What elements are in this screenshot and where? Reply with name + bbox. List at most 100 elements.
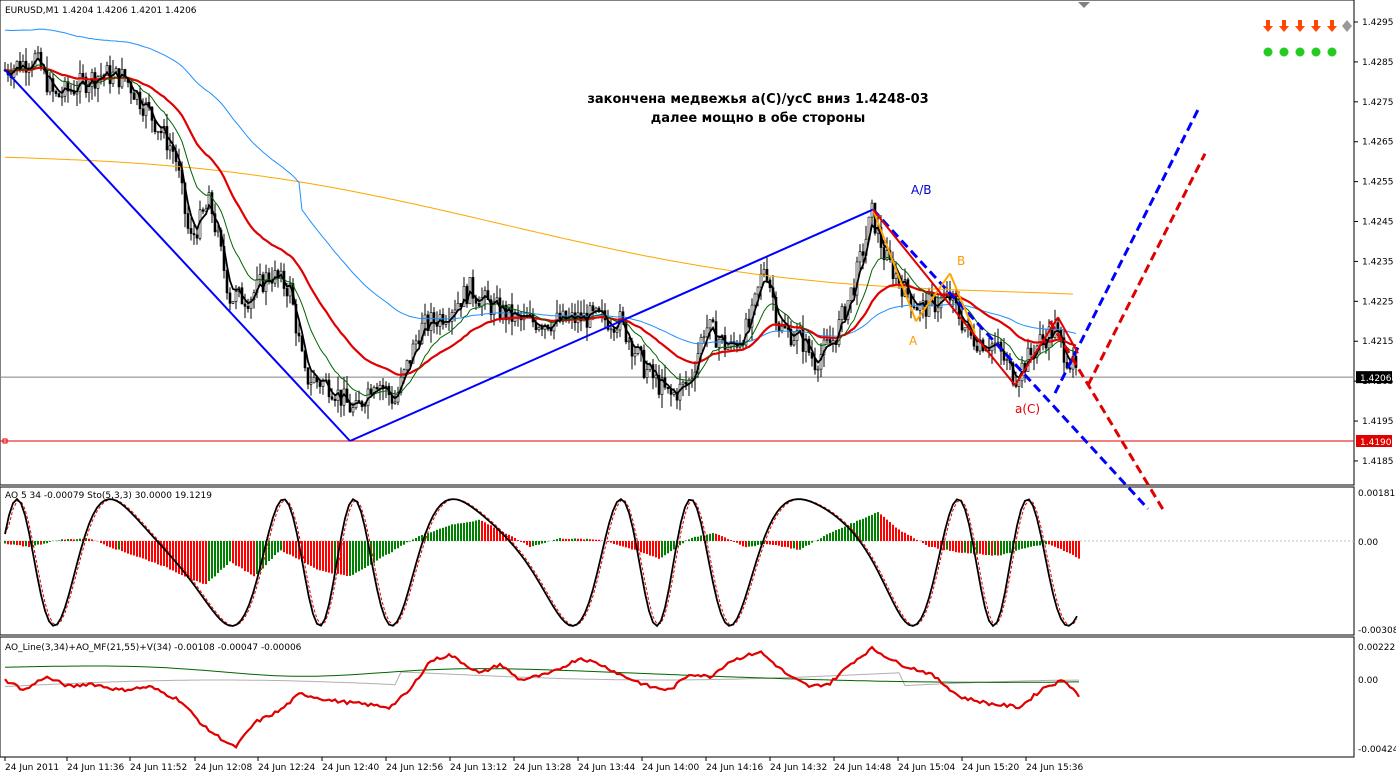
- candle-body: [285, 288, 289, 297]
- candle-body: [1029, 347, 1033, 355]
- candle-body: [192, 233, 196, 236]
- green-dot: [1327, 47, 1337, 57]
- candle-body: [306, 367, 310, 385]
- candle-body: [882, 247, 886, 261]
- candle-body: [540, 327, 544, 330]
- candle-body: [57, 93, 61, 98]
- time-tick-label: 24 Jun 2011: [5, 763, 59, 773]
- down-arrow-icon: [1263, 20, 1273, 32]
- candle-body: [414, 340, 418, 345]
- projection-blue-dashed: [1053, 105, 1202, 394]
- candle-body: [912, 306, 916, 309]
- down-arrow-icon: [1279, 20, 1289, 32]
- candle-body: [537, 327, 541, 330]
- time-tick-label: 24 Jun 14:16: [706, 763, 763, 773]
- candle-body: [462, 285, 466, 308]
- candle-body: [267, 272, 271, 281]
- candle-body: [195, 234, 199, 239]
- shift-marker-icon[interactable]: [1078, 2, 1090, 8]
- candle-body: [318, 381, 322, 387]
- candle-body: [819, 354, 823, 370]
- candle-body: [261, 274, 265, 292]
- ao-axis: 0.00181 0.00 -0.00308: [1358, 489, 1396, 636]
- stochastic-signal-line: [4, 498, 1078, 627]
- ao-line-pane[interactable]: [0, 636, 1355, 758]
- wave-end-line: [1057, 316, 1079, 354]
- candle-body: [81, 73, 85, 78]
- candle-body: [936, 307, 940, 313]
- candle-body: [666, 386, 670, 390]
- candle-body: [825, 339, 829, 341]
- candle-body: [249, 299, 253, 309]
- candle-body: [87, 86, 91, 94]
- candle-body: [225, 270, 229, 294]
- candle-body: [330, 396, 334, 400]
- candle-body: [840, 306, 844, 320]
- level-price-tag: [1356, 435, 1392, 447]
- ao-line-axis-mid: 0.00: [1358, 676, 1378, 686]
- candle-body: [168, 145, 172, 151]
- candle-body: [234, 291, 238, 302]
- wave-b-line: [915, 272, 951, 322]
- price-tick-label: 1.4275: [1362, 98, 1394, 108]
- candle-body: [822, 339, 826, 355]
- candle-body: [468, 277, 472, 305]
- candle-body: [681, 381, 685, 385]
- stochastic-main-line: [4, 497, 1078, 628]
- level-handle-left: [2, 438, 8, 444]
- level-price-value: 1.4190: [1360, 438, 1392, 448]
- candle-body: [405, 360, 409, 371]
- price-tick-label: 1.4185: [1362, 457, 1394, 467]
- candle-body: [702, 336, 706, 339]
- down-arrow-icon: [1311, 20, 1321, 32]
- candle-body: [477, 302, 481, 307]
- ao-line: [4, 645, 1080, 749]
- candle-body: [699, 336, 703, 354]
- ao-label: AO 5 34 -0.00079 Sto(5,3,3) 30.0000 19.1…: [5, 491, 212, 501]
- ao-series-layer: [0, 497, 1354, 628]
- candle-body: [729, 341, 733, 348]
- time-tick-label: 24 Jun 13:28: [514, 763, 571, 773]
- wave-a-line: [872, 209, 917, 322]
- candle-body: [489, 299, 493, 316]
- wave-c-line: [872, 208, 1016, 386]
- candle-body: [492, 300, 496, 316]
- time-tick-label: 24 Jun 15:04: [898, 763, 955, 773]
- ao-axis-bottom: -0.00308: [1358, 626, 1396, 636]
- projection-red-dashed: [1086, 153, 1207, 386]
- time-tick-label: 24 Jun 11:52: [130, 763, 187, 773]
- candle-body: [708, 319, 712, 329]
- candle-body: [246, 305, 250, 309]
- candle-body: [963, 327, 967, 331]
- candle-body: [765, 268, 769, 281]
- green-dot: [1279, 47, 1289, 57]
- candle-body: [717, 339, 721, 348]
- candle-body: [369, 388, 373, 395]
- candle-body: [777, 322, 781, 332]
- candle-body: [612, 328, 616, 333]
- candle-body: [132, 92, 136, 100]
- candle-body: [342, 388, 346, 406]
- main-pane[interactable]: [0, 0, 1355, 486]
- candle-body: [312, 376, 316, 384]
- ao-line-axis: 0.00222 0.00 -0.00424: [1358, 643, 1396, 755]
- candle-body: [993, 342, 997, 345]
- candle-body: [429, 312, 433, 331]
- candle-body: [486, 290, 490, 301]
- price-axis: 1.4295 1.4285 1.4275 1.4265 1.4255 1.4245 1.42…: [1354, 18, 1394, 467]
- ao-mf-line: [4, 671, 1079, 687]
- candle-body: [426, 314, 430, 331]
- symbol-title: EURUSD,M1 1.4204 1.4206 1.4201 1.4206: [5, 6, 197, 16]
- candle-body: [915, 307, 919, 311]
- candle-body: [321, 380, 325, 387]
- candle-body: [363, 405, 367, 408]
- ao-line-label: AO_Line(3,34)+AO_MF(21,55)+V(34) -0.0010…: [5, 643, 302, 653]
- ma-skyblue-line: [4, 28, 1077, 345]
- ao-pane[interactable]: [0, 486, 1355, 636]
- candle-body: [309, 382, 313, 385]
- candle-body: [705, 327, 709, 338]
- candle-body: [408, 360, 412, 364]
- candle-body: [633, 353, 637, 357]
- candle-body: [627, 340, 631, 343]
